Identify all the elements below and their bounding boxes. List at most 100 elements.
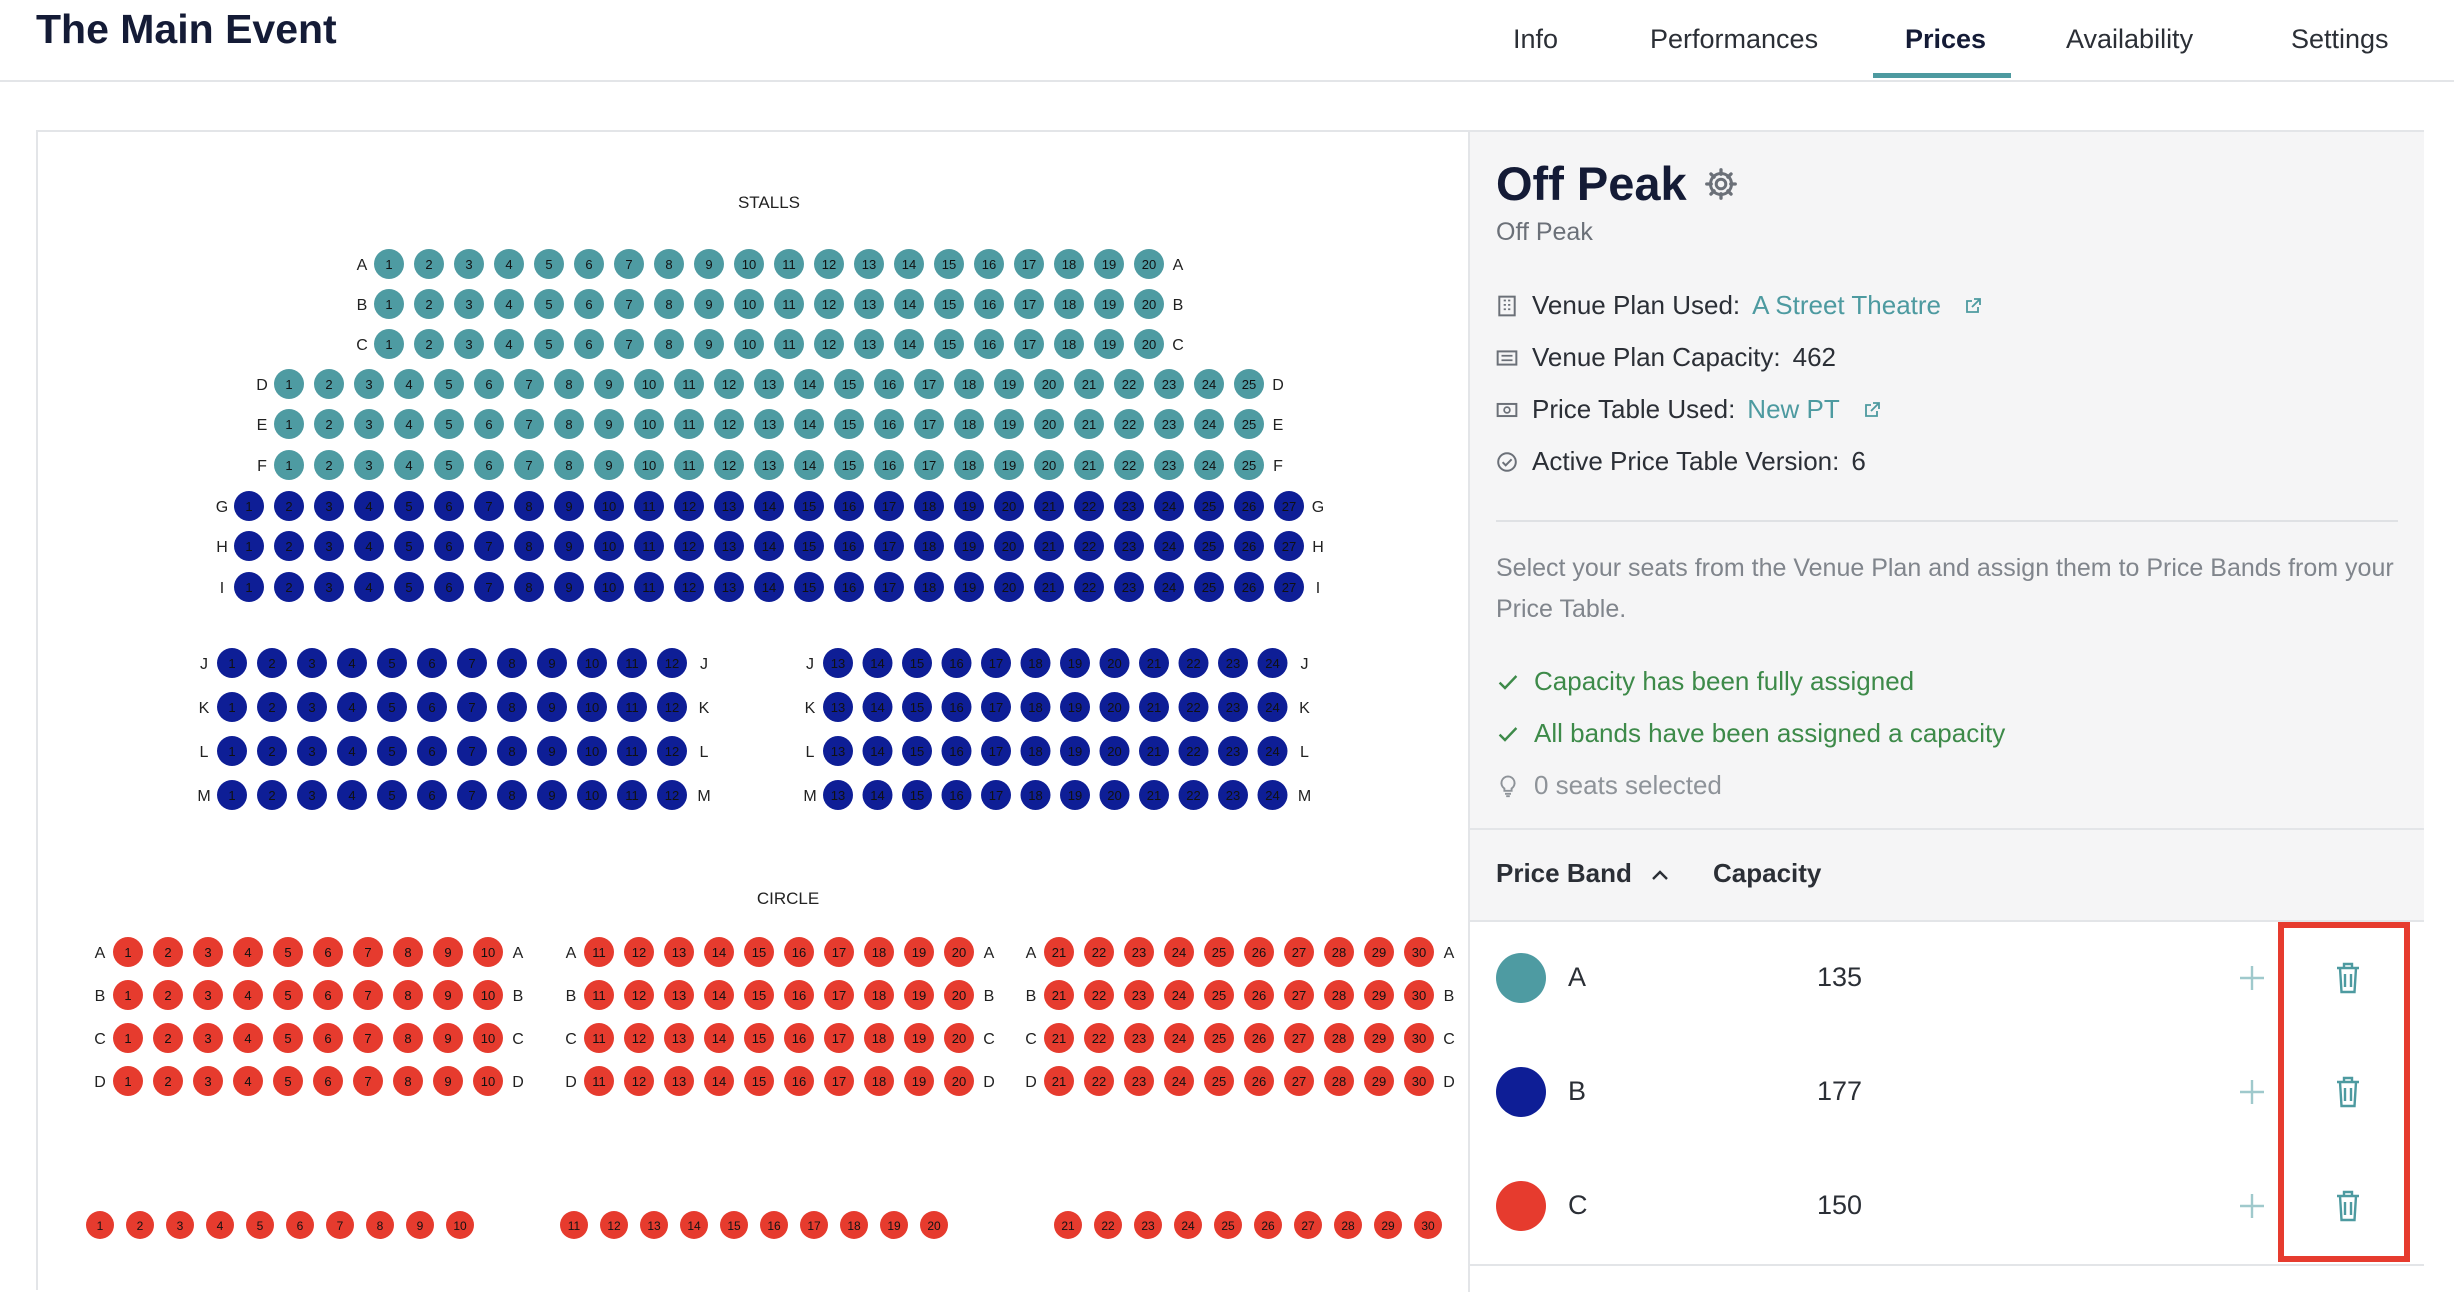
seat[interactable] bbox=[153, 1066, 183, 1096]
seat[interactable] bbox=[594, 450, 624, 480]
seat[interactable] bbox=[1214, 1211, 1242, 1239]
seat[interactable] bbox=[874, 450, 904, 480]
seat[interactable] bbox=[1254, 1211, 1282, 1239]
seat[interactable] bbox=[594, 531, 624, 561]
seat[interactable] bbox=[1114, 531, 1144, 561]
seat[interactable] bbox=[834, 531, 864, 561]
seat[interactable] bbox=[1060, 692, 1090, 722]
seat[interactable] bbox=[554, 531, 584, 561]
seat[interactable] bbox=[854, 249, 884, 279]
seat[interactable] bbox=[433, 1066, 463, 1096]
seat[interactable] bbox=[560, 1211, 588, 1239]
seat[interactable] bbox=[326, 1211, 354, 1239]
seat[interactable] bbox=[704, 980, 734, 1010]
seat[interactable] bbox=[634, 409, 664, 439]
seat[interactable] bbox=[554, 450, 584, 480]
seat[interactable] bbox=[166, 1211, 194, 1239]
seat[interactable] bbox=[1114, 369, 1144, 399]
seat[interactable] bbox=[1084, 1066, 1114, 1096]
seat[interactable] bbox=[394, 409, 424, 439]
seat[interactable] bbox=[784, 1023, 814, 1053]
seat[interactable] bbox=[584, 937, 614, 967]
seat[interactable] bbox=[1124, 1066, 1154, 1096]
seat[interactable] bbox=[274, 531, 304, 561]
seat[interactable] bbox=[273, 1023, 303, 1053]
seat[interactable] bbox=[902, 780, 932, 810]
seat[interactable] bbox=[823, 736, 853, 766]
seat[interactable] bbox=[664, 980, 694, 1010]
seat[interactable] bbox=[354, 572, 384, 602]
seat[interactable] bbox=[1364, 980, 1394, 1010]
seat[interactable] bbox=[902, 648, 932, 678]
seat[interactable] bbox=[434, 572, 464, 602]
seat[interactable] bbox=[1099, 692, 1130, 722]
seat[interactable] bbox=[834, 572, 864, 602]
seat[interactable] bbox=[894, 249, 924, 279]
seat[interactable] bbox=[297, 692, 327, 722]
seat[interactable] bbox=[473, 937, 503, 967]
seat[interactable] bbox=[257, 736, 287, 766]
seat[interactable] bbox=[981, 736, 1011, 766]
external-link-icon[interactable] bbox=[1862, 400, 1882, 420]
seat[interactable] bbox=[217, 736, 247, 766]
seat[interactable] bbox=[1094, 1211, 1122, 1239]
seat[interactable] bbox=[1234, 369, 1264, 399]
seat[interactable] bbox=[1204, 937, 1234, 967]
seat[interactable] bbox=[624, 937, 654, 967]
seat[interactable] bbox=[914, 369, 944, 399]
seat[interactable] bbox=[714, 369, 744, 399]
seat[interactable] bbox=[934, 289, 964, 319]
seat[interactable] bbox=[664, 937, 694, 967]
seat[interactable] bbox=[1284, 937, 1314, 967]
seat[interactable] bbox=[814, 249, 844, 279]
seat[interactable] bbox=[774, 289, 804, 319]
seat[interactable] bbox=[784, 1066, 814, 1096]
seat[interactable] bbox=[393, 1066, 423, 1096]
seat[interactable] bbox=[954, 531, 984, 561]
seat[interactable] bbox=[233, 980, 263, 1010]
seat[interactable] bbox=[337, 692, 367, 722]
seat[interactable] bbox=[760, 1211, 788, 1239]
seat[interactable] bbox=[1364, 1023, 1394, 1053]
seat[interactable] bbox=[234, 531, 264, 561]
seat[interactable] bbox=[554, 491, 584, 521]
seat[interactable] bbox=[1257, 780, 1288, 810]
seat[interactable] bbox=[754, 450, 784, 480]
seat[interactable] bbox=[353, 980, 383, 1010]
seat[interactable] bbox=[434, 369, 464, 399]
seat[interactable] bbox=[902, 736, 932, 766]
seat[interactable] bbox=[417, 736, 447, 766]
seat[interactable] bbox=[1234, 491, 1264, 521]
seat[interactable] bbox=[474, 369, 504, 399]
seat[interactable] bbox=[1134, 249, 1164, 279]
seat[interactable] bbox=[497, 736, 527, 766]
seat[interactable] bbox=[286, 1211, 314, 1239]
seat[interactable] bbox=[1404, 1023, 1434, 1053]
seat[interactable] bbox=[902, 692, 932, 722]
seat[interactable] bbox=[894, 289, 924, 319]
seat[interactable] bbox=[473, 980, 503, 1010]
seat[interactable] bbox=[314, 450, 344, 480]
seat[interactable] bbox=[113, 980, 143, 1010]
seat[interactable] bbox=[473, 1066, 503, 1096]
seat[interactable] bbox=[1404, 980, 1434, 1010]
venue-seat-map[interactable]: STALLS CIRCLE A A1 2 3 4 5 6 7 8 9 10 11 12 13 14 15 16 1… bbox=[38, 132, 1468, 1292]
seat[interactable] bbox=[744, 980, 774, 1010]
seat[interactable] bbox=[1404, 1066, 1434, 1096]
seat[interactable] bbox=[974, 289, 1004, 319]
seat[interactable] bbox=[1334, 1211, 1362, 1239]
seat[interactable] bbox=[454, 249, 484, 279]
seat[interactable] bbox=[1194, 450, 1224, 480]
seat[interactable] bbox=[1164, 1023, 1194, 1053]
seat[interactable] bbox=[514, 572, 544, 602]
seat[interactable] bbox=[1054, 1211, 1082, 1239]
seat[interactable] bbox=[654, 289, 684, 319]
seat[interactable] bbox=[577, 648, 607, 678]
seat[interactable] bbox=[446, 1211, 474, 1239]
seat[interactable] bbox=[274, 491, 304, 521]
seat[interactable] bbox=[514, 491, 544, 521]
seat[interactable] bbox=[1364, 937, 1394, 967]
seat[interactable] bbox=[823, 692, 853, 722]
seat[interactable] bbox=[366, 1211, 394, 1239]
seat[interactable] bbox=[234, 491, 264, 521]
